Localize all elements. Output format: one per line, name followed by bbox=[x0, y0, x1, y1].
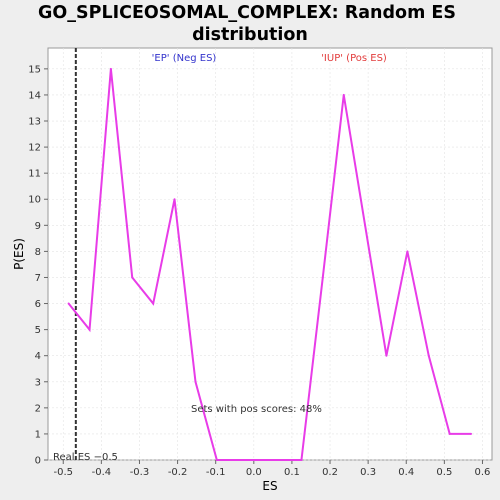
y-tick-label: 0 bbox=[35, 456, 41, 467]
data-point bbox=[427, 354, 430, 357]
data-point bbox=[406, 250, 409, 253]
x-tick-label: 0.4 bbox=[398, 467, 414, 478]
x-tick-label: -0.4 bbox=[92, 467, 112, 478]
y-tick-label: 12 bbox=[28, 143, 41, 154]
real-es-label: Real ES −0.5 bbox=[53, 452, 118, 463]
x-tick-label: -0.2 bbox=[168, 467, 188, 478]
data-point bbox=[385, 354, 388, 357]
x-tick-label: -0.5 bbox=[53, 467, 73, 478]
data-point bbox=[194, 380, 197, 383]
y-tick-label: 2 bbox=[35, 403, 41, 414]
y-tick-label: 6 bbox=[35, 299, 41, 310]
y-tick-label: 1 bbox=[35, 429, 41, 440]
data-point bbox=[88, 328, 91, 331]
data-point bbox=[470, 432, 473, 435]
y-tick-label: 13 bbox=[28, 117, 41, 128]
data-point bbox=[152, 302, 155, 305]
data-point bbox=[300, 459, 303, 461]
data-point bbox=[364, 224, 367, 227]
y-tick-label: 3 bbox=[35, 377, 41, 388]
x-tick-label: 0.3 bbox=[360, 467, 376, 478]
y-tick-label: 10 bbox=[28, 195, 41, 206]
pos-es-label: 'IUP' (Pos ES) bbox=[321, 53, 387, 64]
data-point bbox=[67, 302, 70, 305]
chart-title-line-2: distribution bbox=[192, 25, 308, 45]
x-tick-label: 0.0 bbox=[246, 467, 262, 478]
grid-layer bbox=[48, 48, 492, 461]
x-axis-label: ES bbox=[262, 479, 277, 493]
x-tick-label: 0.2 bbox=[322, 467, 338, 478]
y-tick-label: 7 bbox=[35, 273, 41, 284]
data-point bbox=[321, 276, 324, 279]
y-tick-label: 15 bbox=[28, 64, 41, 75]
y-tick-label: 5 bbox=[35, 325, 41, 336]
data-point bbox=[109, 67, 112, 70]
data-point bbox=[448, 432, 451, 435]
data-point bbox=[131, 276, 134, 279]
y-tick-label: 14 bbox=[28, 90, 41, 101]
pos-scores-annotation: Sets with pos scores: 48% bbox=[191, 404, 322, 415]
data-point bbox=[342, 93, 345, 96]
x-axis-ticks: -0.5 -0.4 -0.3 -0.2 -0.1 0.0 0.1 0.2 0.3 0.4 0.5 0.… bbox=[53, 460, 490, 478]
y-tick-label: 9 bbox=[35, 221, 41, 232]
data-point bbox=[215, 459, 218, 461]
neg-es-label: 'EP' (Neg ES) bbox=[152, 53, 217, 64]
y-tick-label: 8 bbox=[35, 247, 41, 258]
y-tick-label: 11 bbox=[28, 169, 41, 180]
x-tick-label: -0.1 bbox=[206, 467, 226, 478]
data-points bbox=[67, 67, 473, 461]
x-tick-label: 0.1 bbox=[284, 467, 300, 478]
x-tick-label: 0.6 bbox=[475, 467, 491, 478]
y-axis-label: P(ES) bbox=[12, 238, 26, 270]
x-tick-label: 0.5 bbox=[436, 467, 452, 478]
chart-title-line-1: GO_SPLICEOSOMAL_COMPLEX: Random ES bbox=[38, 3, 456, 23]
x-tick-label: -0.3 bbox=[130, 467, 150, 478]
plot-area bbox=[47, 47, 493, 461]
y-tick-label: 4 bbox=[35, 351, 41, 362]
data-point bbox=[173, 198, 176, 201]
